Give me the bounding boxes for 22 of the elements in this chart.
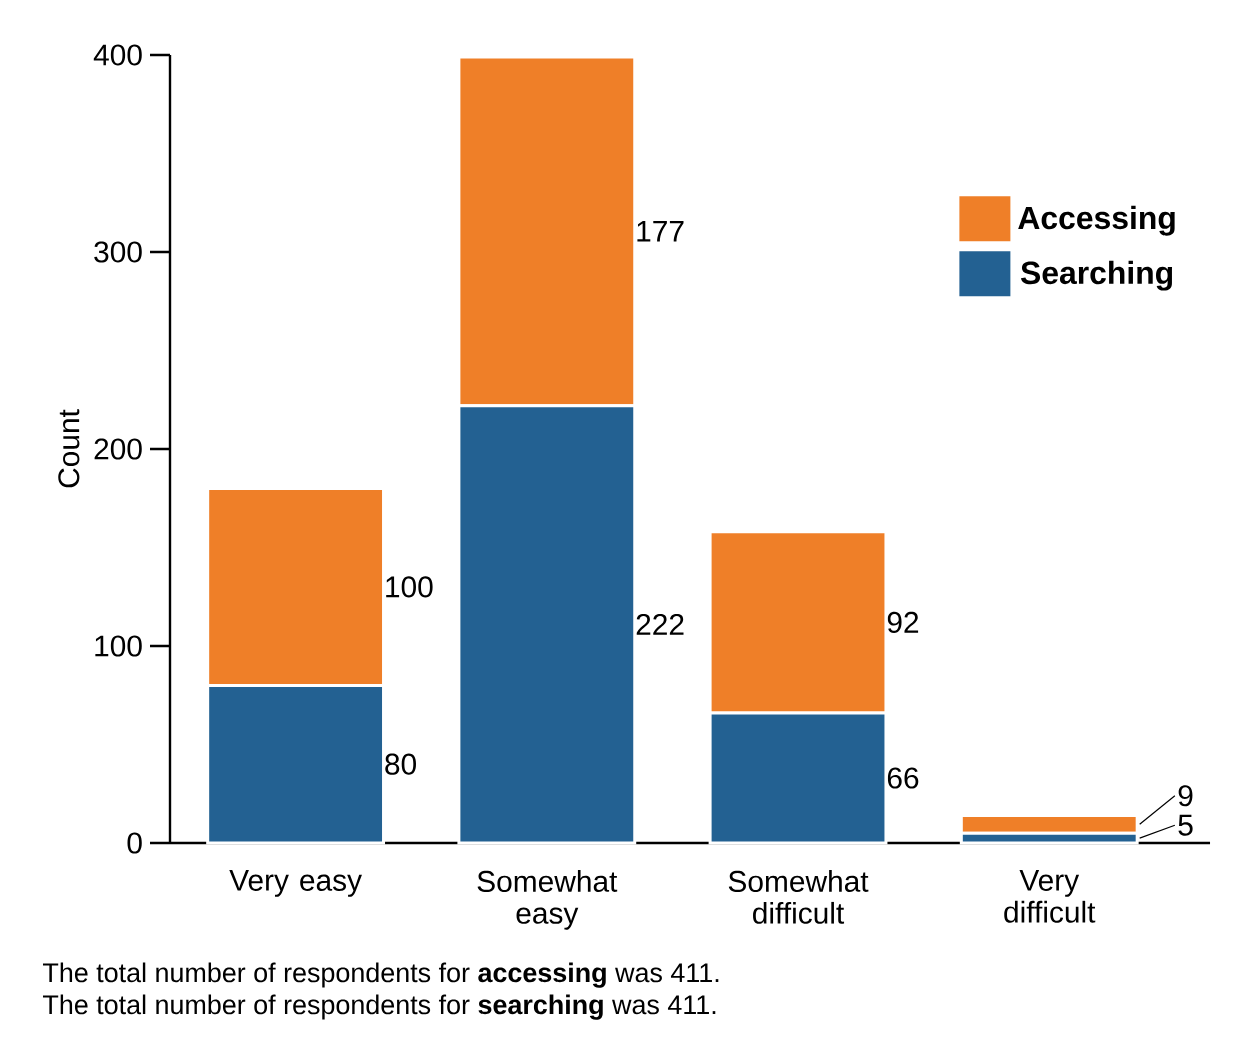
legend-label: Searching [1020, 260, 1173, 291]
y-tick-label: 200 [94, 438, 142, 460]
data-label: 222 [636, 613, 684, 635]
data-label: 92 [887, 611, 919, 633]
y-tick-label: 0 [127, 832, 142, 854]
x-tick-label: Very easy [229, 870, 362, 897]
data-label: 177 [637, 221, 684, 242]
data-label: 100 [386, 576, 433, 598]
data-label: 9 [1178, 785, 1193, 807]
text: The total number of respondents for accessing was 411. [42, 962, 719, 988]
text: The total number of respondents for searching was 411. [42, 994, 716, 1020]
y-axis-title: Count [58, 409, 80, 488]
y-tick-label: 400 [93, 44, 142, 66]
x-tick-label: Somewhat difficult [728, 870, 869, 924]
data-label: 66 [887, 767, 919, 789]
y-tick-label: 100 [95, 635, 142, 657]
x-tick-label: Very difficult [1004, 870, 1096, 923]
data-label: 5 [1178, 814, 1193, 836]
legend-label: Accessing [1018, 205, 1175, 236]
data-label: 80 [385, 753, 416, 775]
x-tick-label: Somewhat easy [477, 870, 618, 930]
y-tick-label: 300 [94, 241, 142, 263]
